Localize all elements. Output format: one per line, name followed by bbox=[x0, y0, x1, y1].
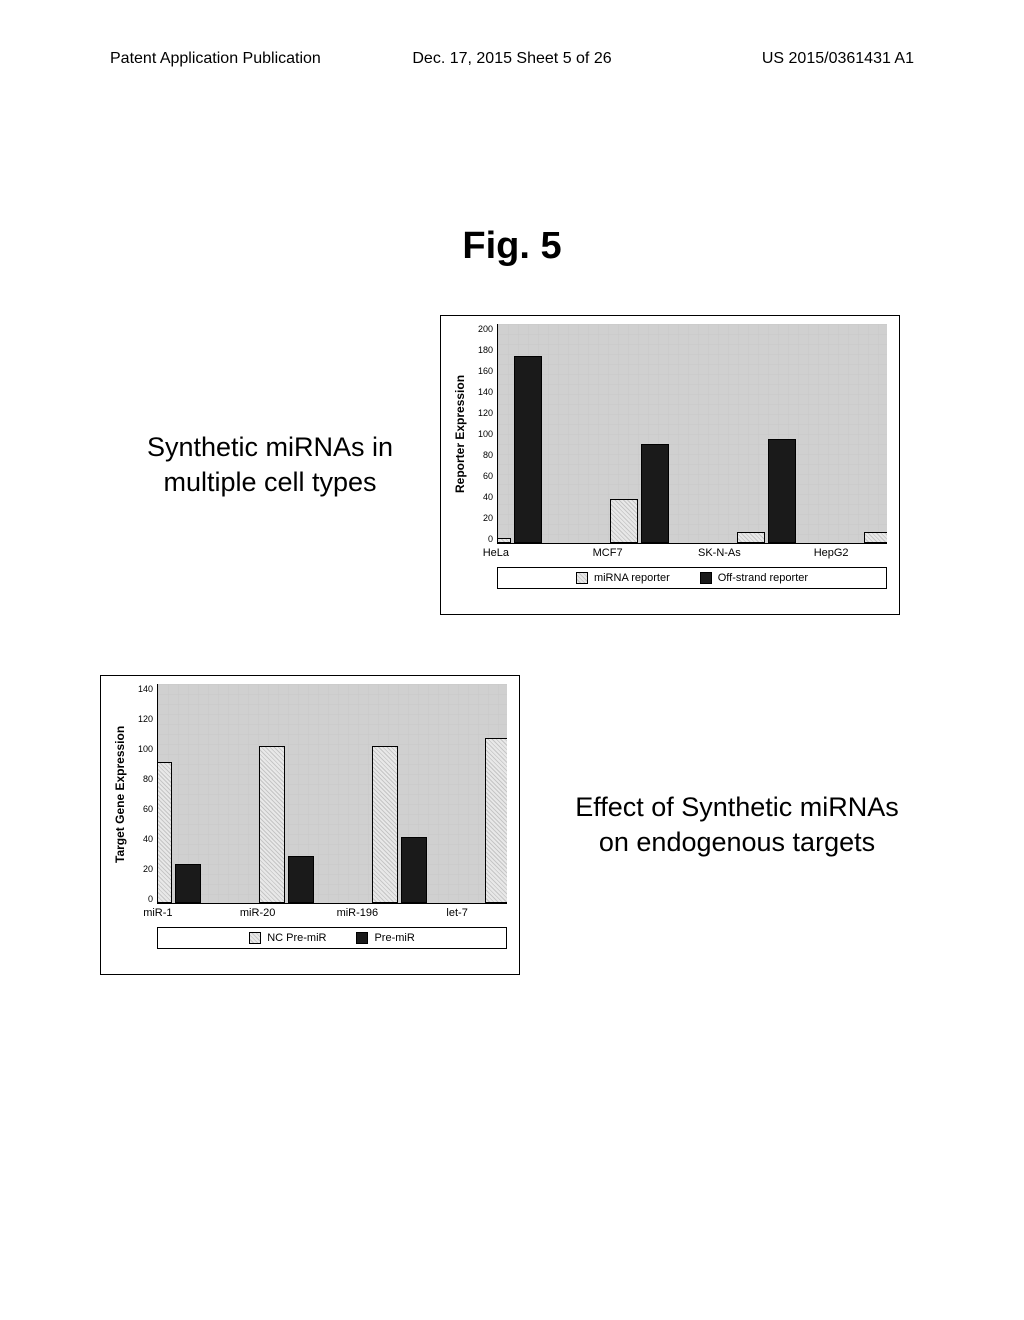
legend-swatch bbox=[249, 932, 261, 944]
bar bbox=[610, 499, 638, 543]
y-tick: 20 bbox=[483, 513, 493, 523]
y-tick: 100 bbox=[478, 429, 493, 439]
bar bbox=[864, 532, 887, 543]
bar bbox=[641, 444, 669, 543]
panel-bottom: Target Gene Expression 140 120 100 80 60 40 20… bbox=[100, 660, 924, 990]
panel-top-label: Synthetic miRNAs in multiple cell types bbox=[100, 430, 440, 500]
x-label: HeLa bbox=[440, 547, 552, 559]
chart-bottom-ylabel: Target Gene Expression bbox=[111, 684, 129, 904]
chart-top-xlabels: HeLaMCF7SK-N-AsHepG2 bbox=[497, 547, 887, 559]
bar bbox=[768, 439, 796, 544]
legend-item: Off-strand reporter bbox=[700, 572, 808, 584]
bar-group bbox=[259, 746, 314, 903]
y-tick: 60 bbox=[483, 471, 493, 481]
chart-top: Reporter Expression 20018016014012010080… bbox=[440, 315, 900, 615]
chart-top-area: Reporter Expression 20018016014012010080… bbox=[451, 324, 887, 544]
bar-group bbox=[372, 746, 427, 903]
bar bbox=[737, 532, 765, 543]
y-tick: 180 bbox=[478, 345, 493, 355]
chart-top-yticks: 200180160140120100806040200 bbox=[469, 324, 497, 544]
bar bbox=[157, 762, 172, 903]
bar bbox=[288, 856, 314, 903]
header-center: Dec. 17, 2015 Sheet 5 of 26 bbox=[378, 50, 646, 68]
bar-group bbox=[610, 444, 669, 543]
y-tick: 0 bbox=[148, 894, 153, 904]
x-label: HepG2 bbox=[775, 547, 887, 559]
chart-bottom-yticks: 140 120 100 80 60 40 20 0 bbox=[129, 684, 157, 904]
legend-label: miRNA reporter bbox=[594, 572, 670, 584]
x-label: MCF7 bbox=[552, 547, 664, 559]
panel-top: Synthetic miRNAs in multiple cell types … bbox=[100, 300, 924, 630]
legend-item: Pre-miR bbox=[356, 932, 414, 944]
chart-top-ylabel: Reporter Expression bbox=[451, 324, 469, 544]
x-label: miR-20 bbox=[208, 907, 308, 919]
panel-bottom-label-line1: Effect of Synthetic miRNAs bbox=[575, 792, 899, 822]
chart-bottom-plot bbox=[157, 684, 507, 904]
bar bbox=[175, 864, 201, 903]
x-label: let-7 bbox=[407, 907, 507, 919]
legend-label: Off-strand reporter bbox=[718, 572, 808, 584]
panel-top-label-line2: multiple cell types bbox=[163, 467, 376, 497]
legend-item: NC Pre-miR bbox=[249, 932, 326, 944]
y-tick: 160 bbox=[478, 366, 493, 376]
bar bbox=[372, 746, 398, 903]
y-tick: 120 bbox=[478, 408, 493, 418]
bar bbox=[259, 746, 285, 903]
x-label: miR-196 bbox=[308, 907, 408, 919]
x-label: miR-1 bbox=[108, 907, 208, 919]
y-tick: 0 bbox=[488, 534, 493, 544]
chart-bottom: Target Gene Expression 140 120 100 80 60 40 20… bbox=[100, 675, 520, 975]
chart-top-plot bbox=[497, 324, 887, 544]
legend-item: miRNA reporter bbox=[576, 572, 670, 584]
y-tick: 20 bbox=[143, 864, 153, 874]
bar-group bbox=[485, 738, 507, 903]
bar bbox=[514, 356, 542, 543]
legend-label: Pre-miR bbox=[374, 932, 414, 944]
bar bbox=[497, 538, 511, 544]
chart-top-legend: miRNA reporter Off-strand reporter bbox=[497, 567, 887, 589]
y-tick: 140 bbox=[138, 684, 153, 694]
bar bbox=[485, 738, 507, 903]
legend-swatch bbox=[356, 932, 368, 944]
header-right: US 2015/0361431 A1 bbox=[646, 50, 914, 68]
header-left: Patent Application Publication bbox=[110, 50, 378, 68]
legend-label: NC Pre-miR bbox=[267, 932, 326, 944]
panel-bottom-label-line2: on endogenous targets bbox=[599, 827, 875, 857]
chart-bottom-legend: NC Pre-miR Pre-miR bbox=[157, 927, 507, 949]
y-tick: 200 bbox=[478, 324, 493, 334]
bar-group bbox=[737, 439, 796, 544]
legend-swatch bbox=[576, 572, 588, 584]
panel-bottom-label: Effect of Synthetic miRNAs on endogenous… bbox=[550, 790, 924, 860]
y-tick: 80 bbox=[483, 450, 493, 460]
y-tick: 100 bbox=[138, 744, 153, 754]
bar-group bbox=[157, 762, 201, 903]
y-tick: 140 bbox=[478, 387, 493, 397]
bar-group bbox=[497, 356, 542, 543]
figure-title: Fig. 5 bbox=[0, 225, 1024, 268]
y-tick: 40 bbox=[483, 492, 493, 502]
panel-top-label-line1: Synthetic miRNAs in bbox=[147, 432, 393, 462]
chart-bottom-xlabels: miR-1miR-20miR-196let-7 bbox=[157, 907, 507, 919]
y-tick: 60 bbox=[143, 804, 153, 814]
bar-group bbox=[864, 455, 887, 543]
page-header: Patent Application Publication Dec. 17, … bbox=[0, 50, 1024, 68]
y-tick: 40 bbox=[143, 834, 153, 844]
y-tick: 120 bbox=[138, 714, 153, 724]
bar bbox=[401, 837, 427, 903]
y-tick: 80 bbox=[143, 774, 153, 784]
chart-bottom-area: Target Gene Expression 140 120 100 80 60 40 20… bbox=[111, 684, 507, 904]
legend-swatch bbox=[700, 572, 712, 584]
x-label: SK-N-As bbox=[664, 547, 776, 559]
